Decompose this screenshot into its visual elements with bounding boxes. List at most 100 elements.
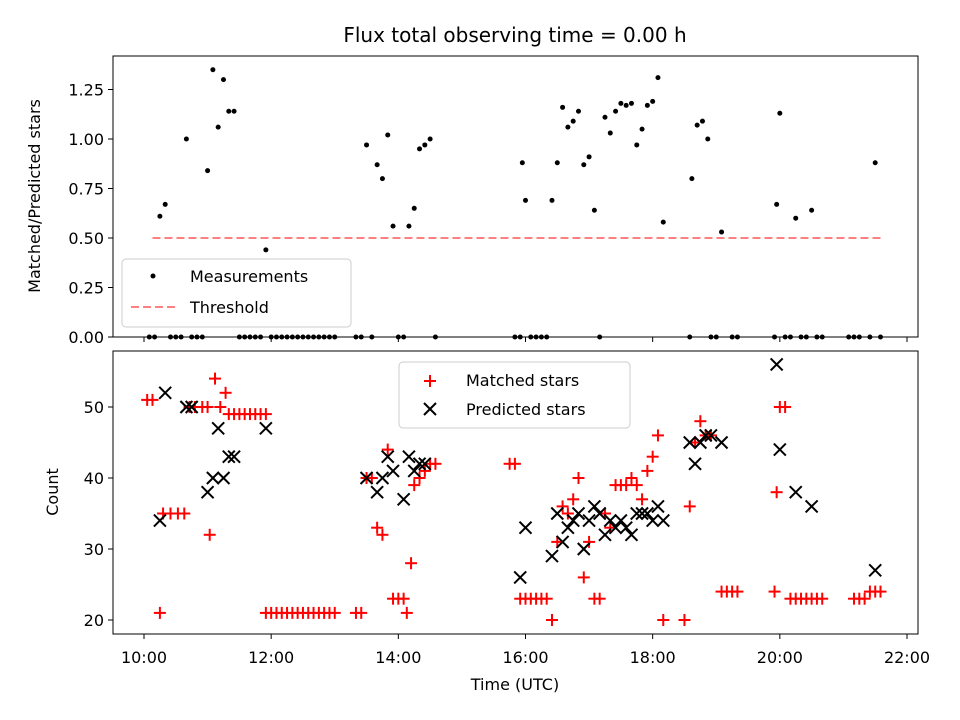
matched-star-point <box>413 472 426 484</box>
measurement-point <box>623 102 629 108</box>
predicted-star-point <box>561 520 575 535</box>
matched-star-point <box>731 585 744 598</box>
predicted-star-point <box>587 499 602 514</box>
measurement-point <box>613 108 619 114</box>
predicted-star-point <box>407 464 421 478</box>
predicted-star-point <box>598 528 612 542</box>
predicted-star-point <box>222 449 236 464</box>
measurement-point <box>385 132 391 138</box>
measurement-point <box>422 142 428 148</box>
measurement-point <box>565 124 571 130</box>
predicted-star-point <box>386 464 400 478</box>
predicted-star-point <box>804 499 819 514</box>
matched-star-point <box>567 493 580 506</box>
legend-predicted-label: Predicted stars <box>466 400 586 419</box>
predicted-star-point <box>769 357 784 372</box>
predicted-star-point <box>518 520 533 535</box>
predicted-star-point <box>375 471 390 485</box>
matched-star-point <box>620 479 633 492</box>
matched-star-point <box>508 457 521 470</box>
measurement-point <box>777 110 783 116</box>
measurement-point <box>205 168 211 174</box>
matched-star-point <box>636 493 649 506</box>
predicted-star-point <box>513 570 527 585</box>
predicted-star-point <box>370 485 384 499</box>
matched-star-point <box>651 429 664 442</box>
matched-star-point <box>429 457 442 470</box>
legend-measurements-marker <box>150 273 156 279</box>
predicted-star-point <box>635 506 649 521</box>
measurement-point <box>699 118 705 124</box>
predicted-star-point <box>555 535 570 549</box>
matched-star-point <box>209 372 222 385</box>
top-axes-frame <box>112 55 919 338</box>
predicted-star-point <box>656 513 670 528</box>
predicted-star-point <box>592 506 607 521</box>
matched-star-point <box>146 393 159 406</box>
measurement-point <box>427 136 433 142</box>
measurement-point <box>379 176 385 182</box>
legend-threshold-label: Threshold <box>189 298 269 317</box>
matched-star-point <box>678 614 691 626</box>
legend-predicted-marker <box>423 402 437 416</box>
predicted-star-point <box>704 428 718 443</box>
matched-star-point <box>630 479 643 492</box>
matched-star-point <box>874 585 887 598</box>
measurement-point <box>634 142 640 148</box>
measurement-point <box>263 247 269 253</box>
measurement-point <box>220 77 226 83</box>
top-y-tick-label: 0.00 <box>68 328 104 347</box>
top-y-tick-label: 0.75 <box>68 180 104 199</box>
measurement-point <box>607 130 613 136</box>
matched-star-point <box>641 464 654 477</box>
measurement-point <box>793 215 799 221</box>
matched-star-point <box>540 592 553 605</box>
measurement-point <box>628 100 634 106</box>
matched-star-point <box>408 479 421 492</box>
matched-star-point <box>405 557 418 570</box>
bottom-panel: 20 30 40 50 10:00 12:00 14:00 16:00 18:00 20:00 2… <box>43 350 930 694</box>
x-tick-label: 14:00 <box>375 648 421 667</box>
matched-star-point <box>376 528 389 541</box>
predicted-star-point <box>714 435 729 450</box>
predicted-star-point <box>206 471 220 485</box>
matched-star-point <box>214 401 227 413</box>
predicted-star-point <box>619 520 633 535</box>
predicted-star-point <box>158 386 172 400</box>
predicted-star-point <box>153 513 167 528</box>
measurement-point <box>523 197 528 203</box>
measurement-point <box>581 162 587 168</box>
measurement-point <box>390 223 396 229</box>
predicted-star-point <box>582 513 596 528</box>
matched-star-point <box>625 472 638 484</box>
predicted-star-point <box>603 513 617 528</box>
measurement-point <box>162 201 168 207</box>
measurement-point <box>374 162 380 168</box>
matched-star-point <box>577 571 590 584</box>
x-axis-label: Time (UTC) <box>470 675 559 694</box>
predicted-star-point <box>402 449 416 464</box>
matched-star-point <box>572 472 585 484</box>
predicted-star-point <box>412 457 427 471</box>
measurement-point <box>183 136 189 142</box>
predicted-star-point <box>868 563 882 578</box>
bottom-legend: Matched stars Predicted stars <box>398 361 631 429</box>
x-tick-label: 10:00 <box>121 648 167 667</box>
measurement-point <box>586 154 592 160</box>
matched-star-point <box>583 535 596 548</box>
measurement-point <box>618 100 624 106</box>
matched-star-point <box>178 507 191 520</box>
measurement-point <box>644 102 650 108</box>
predicted-star-point <box>789 485 803 499</box>
matched-star-point <box>646 450 659 463</box>
measurement-point <box>226 108 232 114</box>
measurement-point <box>519 160 525 166</box>
measurement-point <box>575 108 581 114</box>
measurement-point <box>560 104 566 110</box>
measurement-point <box>554 160 560 166</box>
predicted-star-point <box>566 513 580 528</box>
predicted-star-point <box>698 428 713 443</box>
matched-star-point <box>768 585 781 598</box>
measurement-point <box>549 197 555 203</box>
top-legend: Measurements Threshold <box>121 258 352 328</box>
